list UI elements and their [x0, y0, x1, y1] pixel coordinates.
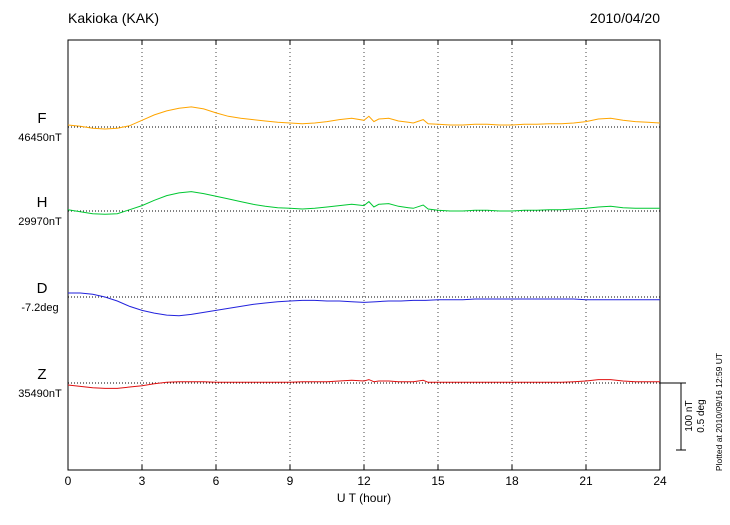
series-label-h: H	[37, 194, 48, 211]
plot-date: 2010/04/20	[590, 10, 660, 26]
trace-H	[67, 191, 660, 215]
series-label-z: Z	[37, 366, 46, 383]
series-label-d: D	[37, 280, 48, 297]
x-tick-label: 0	[65, 474, 72, 488]
series-baseline-f: 46450nT	[18, 132, 62, 144]
x-tick-label: 9	[287, 474, 294, 488]
x-tick-label: 18	[505, 474, 519, 488]
x-tick-label: 21	[579, 474, 593, 488]
x-axis-label: U T (hour)	[337, 491, 391, 505]
x-tick-label: 3	[139, 474, 146, 488]
trace-Z	[67, 379, 660, 389]
x-tick-label: 12	[357, 474, 371, 488]
trace-F	[67, 106, 661, 130]
series-baseline-d: -7.2deg	[21, 302, 58, 314]
plot-footnote: Plotted at 2010/09/16 12:59 UT	[714, 353, 724, 471]
scale-100nt-label: 100 nT	[684, 400, 695, 431]
trace-D	[68, 292, 660, 317]
series-baseline-z: 35490nT	[18, 388, 62, 400]
x-tick-label: 15	[431, 474, 445, 488]
scale-05deg-label: 0.5 deg	[696, 399, 707, 432]
x-tick-label: 6	[213, 474, 220, 488]
x-tick-label: 24	[653, 474, 667, 488]
series-label-f: F	[37, 110, 46, 127]
chart-layer: 0 3 6 9 12 15 18 21 24	[65, 39, 686, 488]
series-baseline-h: 29970nT	[18, 216, 62, 228]
plot-title: Kakioka (KAK)	[68, 10, 159, 26]
